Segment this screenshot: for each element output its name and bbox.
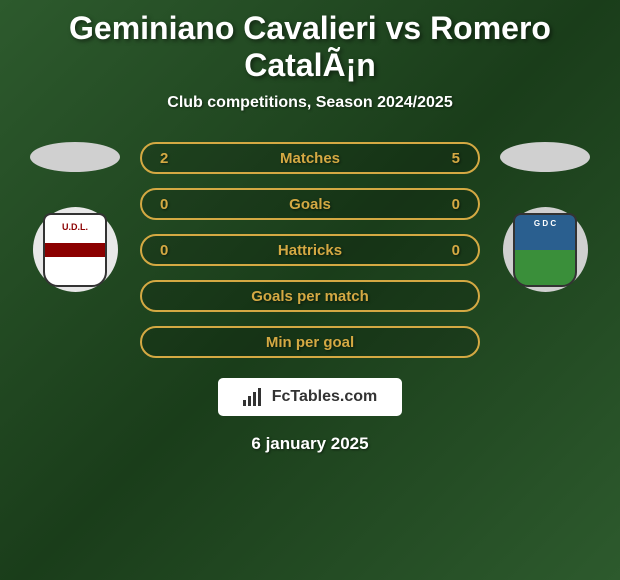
header: Geminiano Cavalieri vs Romero CatalÃ¡n C… bbox=[0, 0, 620, 112]
club-badge-right bbox=[503, 207, 588, 292]
right-column bbox=[495, 142, 595, 292]
chart-icon bbox=[243, 388, 267, 406]
stat-row-hattricks: 0 Hattricks 0 bbox=[140, 234, 480, 266]
stat-left-value: 0 bbox=[160, 242, 180, 259]
player-right-oval bbox=[500, 142, 590, 172]
stat-left-value: 2 bbox=[160, 150, 180, 167]
page-subtitle: Club competitions, Season 2024/2025 bbox=[0, 94, 620, 112]
stat-label: Hattricks bbox=[180, 242, 440, 259]
stat-row-mpg: Min per goal bbox=[140, 326, 480, 358]
footer: FcTables.com 6 january 2025 bbox=[0, 378, 620, 454]
stat-row-gpm: Goals per match bbox=[140, 280, 480, 312]
stat-row-matches: 2 Matches 5 bbox=[140, 142, 480, 174]
stat-right-value: 0 bbox=[440, 196, 460, 213]
brand-text: FcTables.com bbox=[272, 388, 378, 406]
content-area: 2 Matches 5 0 Goals 0 0 Hattricks 0 Goal… bbox=[0, 142, 620, 358]
stat-label: Goals bbox=[180, 196, 440, 213]
date-label: 6 january 2025 bbox=[251, 434, 368, 454]
stat-label: Goals per match bbox=[180, 288, 440, 305]
page-title: Geminiano Cavalieri vs Romero CatalÃ¡n bbox=[0, 10, 620, 84]
stat-right-value: 5 bbox=[440, 150, 460, 167]
stat-label: Min per goal bbox=[180, 334, 440, 351]
stats-panel: 2 Matches 5 0 Goals 0 0 Hattricks 0 Goal… bbox=[140, 142, 480, 358]
stat-row-goals: 0 Goals 0 bbox=[140, 188, 480, 220]
club-badge-left bbox=[33, 207, 118, 292]
player-left-oval bbox=[30, 142, 120, 172]
stat-right-value: 0 bbox=[440, 242, 460, 259]
stat-label: Matches bbox=[180, 150, 440, 167]
left-column bbox=[25, 142, 125, 292]
stat-left-value: 0 bbox=[160, 196, 180, 213]
brand-logo: FcTables.com bbox=[218, 378, 403, 416]
